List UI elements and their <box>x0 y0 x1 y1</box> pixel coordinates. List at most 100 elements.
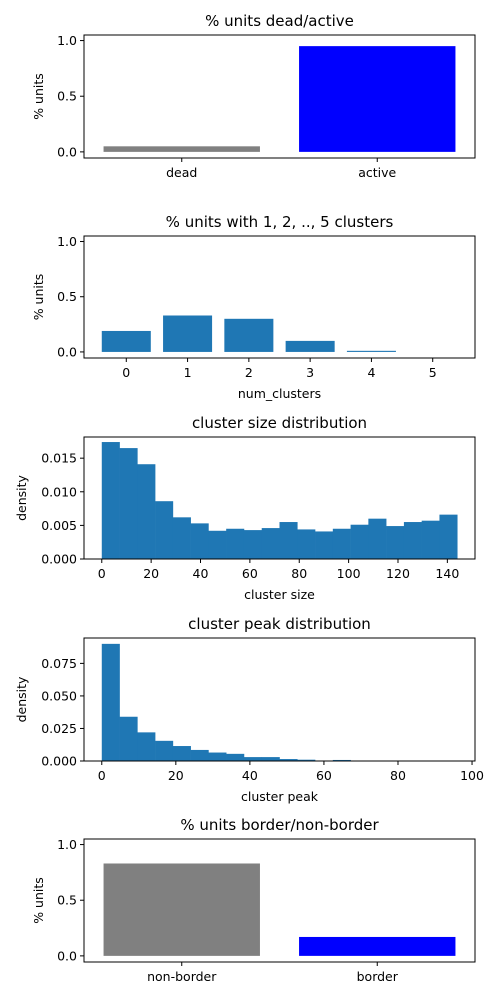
bar-border <box>299 936 456 956</box>
x-tick-label: 100 <box>337 566 361 581</box>
x-tick-label: 2 <box>245 365 253 380</box>
y-tick-label: 0.050 <box>41 688 77 703</box>
x-axis-label: cluster size <box>244 587 315 602</box>
y-tick-label: 0.5 <box>57 289 77 304</box>
x-tick-label: dead <box>166 165 197 180</box>
axes-frame <box>83 637 476 762</box>
x-tick-label: 140 <box>435 566 459 581</box>
histogram-bar <box>439 514 458 559</box>
y-tick-label: 1.0 <box>57 837 77 852</box>
bar-3 <box>285 340 335 352</box>
y-tick-label: 0.075 <box>41 656 77 671</box>
histogram-bar <box>332 759 351 761</box>
x-axis-label: cluster peak <box>241 789 319 804</box>
x-tick-label: 80 <box>390 768 406 783</box>
histogram-bar <box>208 752 227 761</box>
bar-0 <box>101 330 151 352</box>
y-axis-label: density <box>14 676 29 722</box>
histogram-bar <box>261 757 280 761</box>
histogram-bar <box>137 464 156 559</box>
y-tick-label: 0.005 <box>41 518 77 533</box>
x-tick-label: 20 <box>168 768 184 783</box>
chart-panel-4: cluster peak distribution 0.000 0.025 0.050… <box>14 615 484 804</box>
y-tick-label: 0.000 <box>41 754 77 769</box>
histogram-bar <box>368 518 387 559</box>
y-tick-label: 0.015 <box>41 451 77 466</box>
bar-active <box>299 46 456 152</box>
y-tick-label: 1.0 <box>57 234 77 249</box>
bar-non-border <box>103 863 260 956</box>
bar-dead <box>103 146 260 152</box>
histogram-bar <box>279 522 298 559</box>
x-tick-label: 1 <box>184 365 192 380</box>
x-tick-label: 20 <box>143 566 159 581</box>
y-axis-label: % units <box>31 274 46 321</box>
histogram-bar <box>315 531 334 559</box>
histogram-bar <box>155 740 174 761</box>
chart-title: cluster size distribution <box>192 414 367 432</box>
y-tick-label: 0.5 <box>57 893 77 908</box>
chart-panel-2: % units with 1, 2, .., 5 clusters 0.0 0.5 1… <box>31 213 476 401</box>
y-tick-label: 0.0 <box>57 344 77 359</box>
x-tick-label: active <box>358 165 396 180</box>
y-tick-label: 0.0 <box>57 948 77 963</box>
x-axis-label: num_clusters <box>238 386 321 401</box>
chart-title: % units with 1, 2, .., 5 clusters <box>166 213 394 231</box>
histogram-bar <box>172 517 191 559</box>
histogram-bar <box>172 746 191 761</box>
y-tick-label: 0.010 <box>41 484 77 499</box>
histogram-bar <box>101 643 120 761</box>
histogram-bar <box>403 522 422 559</box>
x-tick-label: 40 <box>242 768 258 783</box>
x-tick-label: non-border <box>147 969 217 984</box>
histogram-bar <box>208 530 227 559</box>
histogram-bar <box>297 529 316 559</box>
x-tick-label: 0 <box>98 566 106 581</box>
histogram-bar <box>297 759 316 761</box>
chart-panel-1: % units dead/active 0.0 0.5 1.0 dead active % … <box>31 12 476 180</box>
y-axis-label: density <box>14 474 29 520</box>
y-tick-label: 1.0 <box>57 33 77 48</box>
x-tick-label: 0 <box>98 768 106 783</box>
histogram-bar <box>350 524 369 559</box>
bar-1 <box>163 315 213 352</box>
histogram-bar <box>243 530 263 559</box>
x-tick-label: 60 <box>316 768 332 783</box>
histogram-bar <box>226 753 245 761</box>
y-tick-label: 0.5 <box>57 89 77 104</box>
histogram-bar <box>421 520 440 559</box>
chart-title: % units dead/active <box>205 12 354 30</box>
x-tick-label: 5 <box>429 365 437 380</box>
y-tick-label: 0.0 <box>57 144 77 159</box>
x-tick-label: 80 <box>291 566 307 581</box>
bar-4 <box>346 350 396 352</box>
histogram-bar <box>243 757 263 761</box>
y-axis-label: % units <box>31 877 46 924</box>
chart-panel-5: % units border/non-border 0.0 0.5 1.0 non-bo… <box>31 816 476 984</box>
x-tick-label: 60 <box>242 566 258 581</box>
histogram-bar <box>261 528 280 559</box>
histogram-bar <box>386 526 405 559</box>
histogram-bar <box>119 716 138 761</box>
x-tick-label: 120 <box>386 566 410 581</box>
x-tick-label: border <box>357 969 399 984</box>
y-tick-label: 0.025 <box>41 721 77 736</box>
histogram-bar <box>190 523 209 559</box>
x-tick-label: 0 <box>122 365 130 380</box>
histogram-bar <box>226 528 245 559</box>
histogram-bar <box>279 759 298 761</box>
histogram-bar <box>119 448 138 559</box>
axes-frame <box>83 436 476 560</box>
chart-title: % units border/non-border <box>180 816 379 834</box>
histogram-bar <box>332 528 351 559</box>
histogram-bar <box>101 442 120 559</box>
x-tick-label: 3 <box>306 365 314 380</box>
histogram-bar <box>155 501 174 559</box>
y-axis-label: % units <box>31 73 46 120</box>
x-tick-label: 40 <box>193 566 209 581</box>
x-tick-label: 4 <box>367 365 375 380</box>
bar-2 <box>224 318 274 352</box>
chart-title: cluster peak distribution <box>188 615 371 633</box>
chart-panel-3: cluster size distribution 0.000 0.005 0.010… <box>14 414 476 602</box>
